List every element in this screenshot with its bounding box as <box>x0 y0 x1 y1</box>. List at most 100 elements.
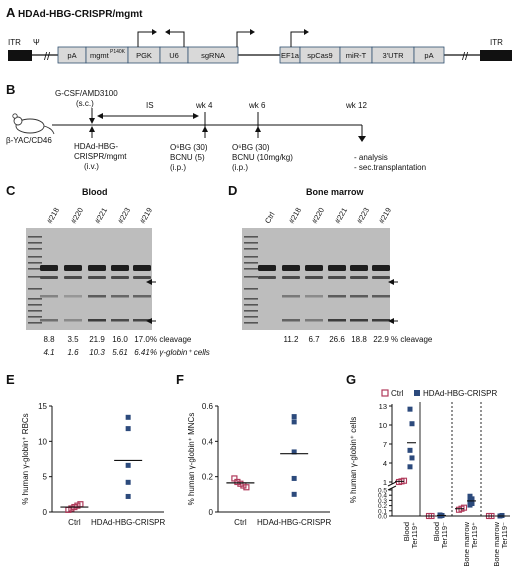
band-mid <box>64 276 82 279</box>
treated-point <box>291 419 297 425</box>
panel-e-label: E <box>6 372 15 387</box>
axis-break-mark <box>387 481 397 487</box>
globin-value: 1.6 <box>67 348 79 357</box>
lane-label: #219 <box>138 206 154 225</box>
y-tick-label: 0 <box>43 508 48 517</box>
lane-label: #218 <box>287 206 303 225</box>
band-cut-upper <box>88 295 106 298</box>
treated-point <box>407 447 413 453</box>
ctrl-point <box>400 477 408 484</box>
band-mid <box>305 276 323 279</box>
lane-label: #219 <box>377 206 393 225</box>
x-tick-label: Blood <box>402 522 411 541</box>
x-tick-label: Ter119⁻ <box>500 522 509 548</box>
y-tick-label: 5 <box>43 473 48 482</box>
globin-value: 5.61 <box>112 348 128 357</box>
treated-point <box>125 462 131 468</box>
y-tick-label: 0.6 <box>202 402 214 411</box>
ladder-band <box>28 242 42 244</box>
band-uncut <box>305 265 323 271</box>
x-tick-label: Ter119⁺ <box>470 522 479 548</box>
band-cut-lower <box>40 319 58 322</box>
y-tick-label: 13 <box>379 402 387 411</box>
panel-c-title: Blood <box>82 187 108 197</box>
gcsf-label: G-CSF/AMD3100 <box>55 89 118 98</box>
break-left: // <box>44 51 51 63</box>
band-uncut <box>350 265 368 271</box>
segment-label: mgmt <box>90 51 110 60</box>
y-tick-label: 10 <box>379 421 387 430</box>
y-tick-label: 0 <box>209 508 214 517</box>
mouse-icon <box>12 113 55 135</box>
treated-point <box>125 414 131 420</box>
band-mid <box>258 276 276 279</box>
band-mid <box>372 276 390 279</box>
ladder-band <box>244 276 258 278</box>
panel-d-title: Bone marrow <box>306 187 365 197</box>
ladder-band <box>28 298 42 300</box>
cleavage-value: 6.7 <box>308 335 320 344</box>
y-tick-label: 4 <box>383 459 387 468</box>
treated-point <box>291 475 297 481</box>
ladder-band <box>28 322 42 324</box>
band-cut-upper <box>372 295 390 298</box>
band-cut-lower <box>328 319 346 322</box>
panel-g-label: G <box>346 372 356 387</box>
band-uncut <box>372 265 390 271</box>
ladder-band <box>28 262 42 264</box>
x-tick-label: HDAd-HBG-CRISPR <box>91 518 165 527</box>
panel-d-label: D <box>228 183 237 198</box>
lane-label: #221 <box>333 206 349 225</box>
treated-point <box>125 479 131 485</box>
is-label: IS <box>146 101 154 110</box>
cleavage-value: 8.8 <box>43 335 55 344</box>
ladder-band <box>28 288 42 290</box>
treated-point <box>409 455 415 461</box>
ctrl-point <box>243 484 250 491</box>
cleavage-value: 26.6 <box>329 335 345 344</box>
y-tick-label: 10 <box>38 437 47 446</box>
inject-line3: (i.v.) <box>84 162 99 171</box>
break-right: // <box>462 51 469 63</box>
x-tick-label: Ter119⁻ <box>440 522 449 548</box>
y-tick-label: 0.1 <box>378 508 387 515</box>
band-mid <box>328 276 346 279</box>
arrow-uncut-c <box>146 279 152 285</box>
band-cut-upper <box>305 295 323 298</box>
band-uncut <box>64 265 82 271</box>
y-tick-label: 7 <box>383 440 387 449</box>
ladder-band <box>244 304 258 306</box>
ladder-band <box>28 310 42 312</box>
c-globin-label: % γ-globin⁺ cells <box>150 348 210 357</box>
segment-label: EF1a <box>281 51 300 60</box>
ladder-band <box>244 322 258 324</box>
cleavage-value: 16.0 <box>112 335 128 344</box>
plot-f: 0 0.2 0.4 0.6 % human γ-globin⁺ MNCs Ctrl HDAd… <box>187 402 331 527</box>
arrow-cut-c <box>146 318 152 324</box>
band-uncut <box>111 265 129 271</box>
treated-point <box>291 414 297 420</box>
ladder-band <box>28 316 42 318</box>
cleavage-value: 17.0 <box>134 335 150 344</box>
itr-right-box <box>480 50 512 61</box>
ladder-band <box>28 304 42 306</box>
wk6-label: wk 6 <box>248 101 266 110</box>
band-cut-upper <box>350 295 368 298</box>
psi-label: Ψ <box>33 38 40 47</box>
panel-c: C Blood #218 #220 #221 #223 #219 8.8 4.1 3.5 1.… <box>6 183 210 357</box>
treated-point <box>291 449 297 455</box>
band-cut-upper <box>133 295 151 298</box>
cleavage-value: 11.2 <box>284 335 300 344</box>
segment-box <box>187 46 239 64</box>
panel-a-label: A <box>6 5 16 20</box>
cleavage-value: 18.8 <box>351 335 367 344</box>
band-uncut <box>40 265 58 271</box>
y-tick-label: 0.0 <box>378 514 387 521</box>
y-axis-label: % human γ-globin⁺ cells <box>349 417 358 503</box>
cleavage-value: 21.9 <box>89 335 105 344</box>
treated-point <box>125 426 131 432</box>
band-cut-upper <box>328 295 346 298</box>
band-uncut <box>133 265 151 271</box>
y-tick-label: 0.4 <box>202 437 214 446</box>
wk6-treat-2: BCNU (10mg/kg) <box>232 153 293 162</box>
